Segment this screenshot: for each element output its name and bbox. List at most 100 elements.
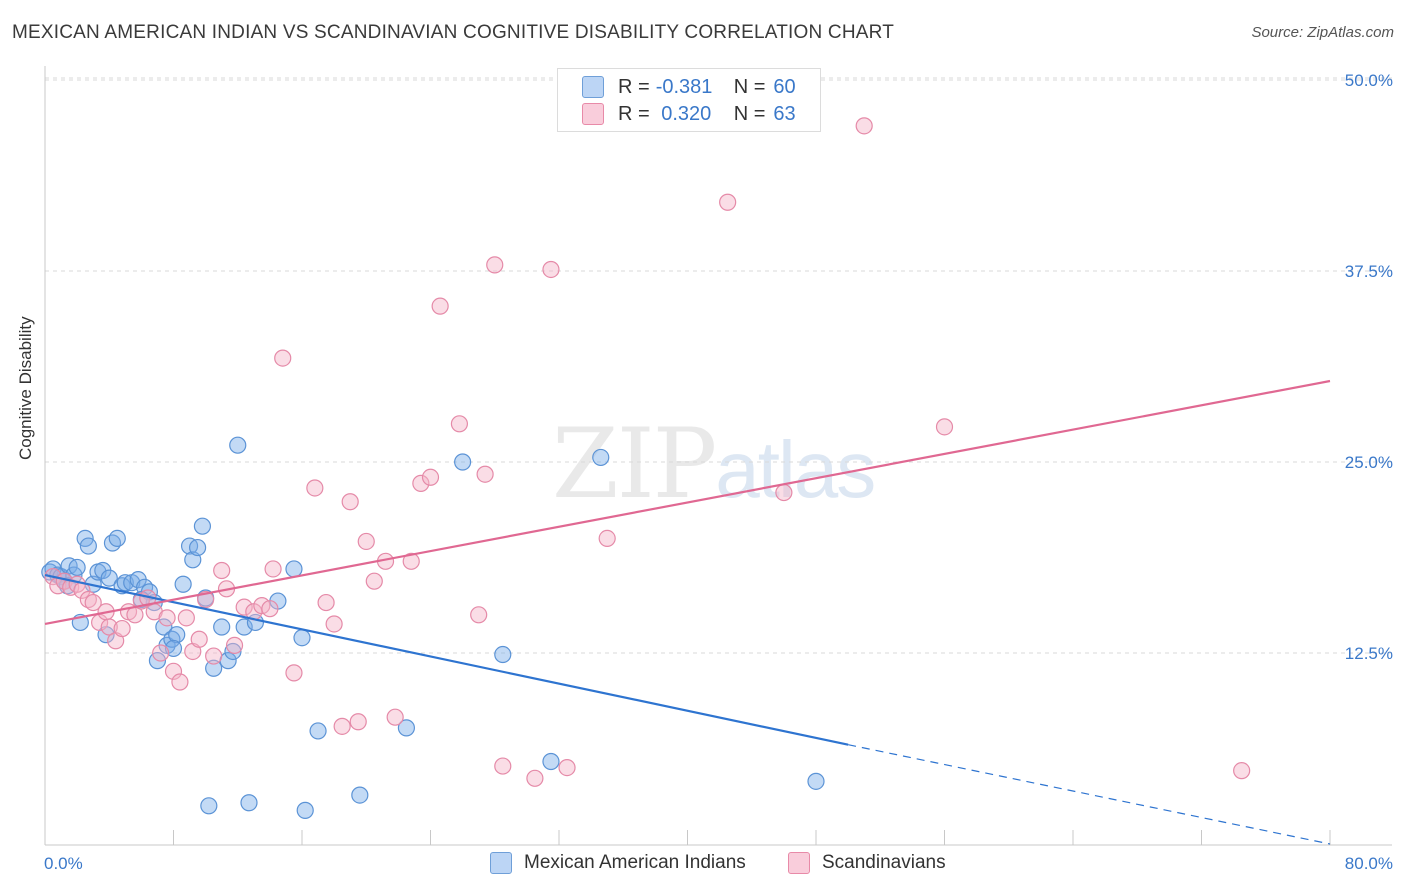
blue-point bbox=[205, 659, 223, 677]
pink-point bbox=[341, 493, 359, 511]
pink-point bbox=[285, 664, 303, 682]
blue-point bbox=[174, 575, 192, 593]
legend-swatch-pink bbox=[582, 103, 604, 125]
pink-point bbox=[84, 593, 102, 612]
blue-trend-extension bbox=[848, 744, 1331, 845]
pink-point bbox=[386, 708, 404, 726]
legend-n-label: N = bbox=[733, 75, 766, 98]
pink-point bbox=[598, 529, 616, 548]
pink-point bbox=[1233, 762, 1251, 780]
pink-point bbox=[177, 609, 195, 627]
pink-point bbox=[558, 758, 576, 777]
pink-point bbox=[719, 193, 737, 211]
pink-point bbox=[261, 600, 279, 618]
blue-point bbox=[494, 645, 512, 664]
pink-point bbox=[935, 418, 954, 436]
x-tick-label: 0.0% bbox=[44, 854, 83, 873]
pink-trend-line bbox=[44, 379, 1331, 626]
pink-point bbox=[213, 561, 231, 580]
blue-point bbox=[235, 618, 253, 636]
pink-point bbox=[476, 465, 494, 483]
pink-point bbox=[274, 349, 292, 367]
y-axis-label: Cognitive Disability bbox=[16, 316, 35, 460]
blue-point bbox=[108, 529, 126, 548]
legend-n-value: 60 bbox=[773, 75, 796, 98]
correlation-legend: R = -0.381 N = 60 R = 0.320 N = 63 bbox=[557, 68, 821, 132]
pink-point bbox=[349, 713, 367, 731]
pink-point bbox=[542, 260, 560, 279]
legend-r-label: R = bbox=[618, 75, 650, 98]
legend-swatch-blue bbox=[582, 76, 604, 98]
pink-point bbox=[526, 769, 544, 787]
bottom-legend-mexican-american-indians: Mexican American Indians bbox=[490, 852, 746, 874]
legend-r-value: 0.320 bbox=[655, 102, 712, 125]
blue-point bbox=[397, 719, 416, 737]
chart-title: MEXICAN AMERICAN INDIAN VS SCANDINAVIAN … bbox=[12, 22, 895, 43]
source-label: Source: ZipAtlas.com bbox=[1251, 24, 1394, 41]
y-tick-label: 50.0% bbox=[1345, 71, 1393, 90]
pink-point bbox=[470, 606, 488, 624]
blue-point bbox=[309, 722, 327, 740]
blue-point bbox=[68, 558, 86, 577]
bottom-legend-label: Scandinavians bbox=[822, 852, 946, 873]
blue-point bbox=[155, 618, 173, 636]
blue-point bbox=[116, 574, 134, 592]
pink-point bbox=[113, 619, 131, 638]
blue-point bbox=[592, 448, 610, 467]
pink-point bbox=[235, 598, 253, 616]
pink-point bbox=[325, 615, 343, 633]
blue-trend-line bbox=[44, 573, 849, 746]
blue-point bbox=[229, 436, 247, 454]
pink-point bbox=[100, 618, 118, 636]
pink-point bbox=[486, 256, 504, 274]
pink-point bbox=[412, 474, 430, 492]
blue-point bbox=[79, 537, 97, 555]
pink-point bbox=[190, 630, 208, 648]
pink-point bbox=[158, 609, 176, 627]
blue-point bbox=[285, 560, 303, 578]
y-tick-label: 37.5% bbox=[1345, 262, 1393, 281]
pink-point bbox=[431, 297, 449, 315]
legend-r-label: R = bbox=[618, 102, 650, 125]
legend-row-mexican-american-indians: R = -0.381 N = 60 bbox=[582, 75, 796, 99]
bottom-legend-label: Mexican American Indians bbox=[524, 852, 746, 873]
pink-point bbox=[494, 757, 512, 775]
blue-point bbox=[454, 453, 472, 471]
pink-point bbox=[402, 552, 420, 570]
watermark-atlas: atlas bbox=[715, 425, 876, 514]
pink-point bbox=[197, 590, 215, 609]
pink-point bbox=[855, 117, 873, 135]
blue-point bbox=[100, 569, 118, 587]
pink-point bbox=[365, 572, 383, 590]
bottom-legend-swatch-pink bbox=[788, 852, 810, 874]
pink-point bbox=[79, 590, 97, 609]
pink-point bbox=[171, 673, 189, 691]
pink-point bbox=[333, 717, 351, 735]
blue-point bbox=[193, 517, 212, 535]
blue-point bbox=[542, 752, 560, 771]
blue-point bbox=[213, 618, 231, 636]
pink-point bbox=[164, 662, 183, 680]
legend-n-value: 63 bbox=[773, 102, 796, 125]
blue-point bbox=[807, 772, 825, 790]
blue-point bbox=[224, 642, 242, 661]
y-tick-label: 25.0% bbox=[1345, 453, 1393, 472]
blue-point bbox=[103, 534, 122, 552]
pink-point bbox=[264, 560, 282, 578]
pink-point bbox=[306, 479, 324, 497]
pink-point bbox=[225, 636, 244, 654]
blue-point bbox=[351, 786, 369, 804]
blue-point bbox=[164, 639, 183, 658]
bottom-legend-scandinavians: Scandinavians bbox=[788, 852, 946, 874]
bottom-legend-swatch-blue bbox=[490, 852, 512, 874]
pink-point bbox=[450, 415, 469, 433]
pink-point bbox=[421, 468, 440, 486]
pink-point bbox=[357, 532, 375, 551]
blue-point bbox=[168, 626, 186, 644]
blue-point bbox=[240, 794, 258, 812]
legend-row-scandinavians: R = 0.320 N = 63 bbox=[582, 102, 796, 126]
legend-r-value: -0.381 bbox=[655, 75, 713, 98]
blue-point bbox=[296, 801, 314, 819]
blue-point bbox=[200, 797, 218, 815]
